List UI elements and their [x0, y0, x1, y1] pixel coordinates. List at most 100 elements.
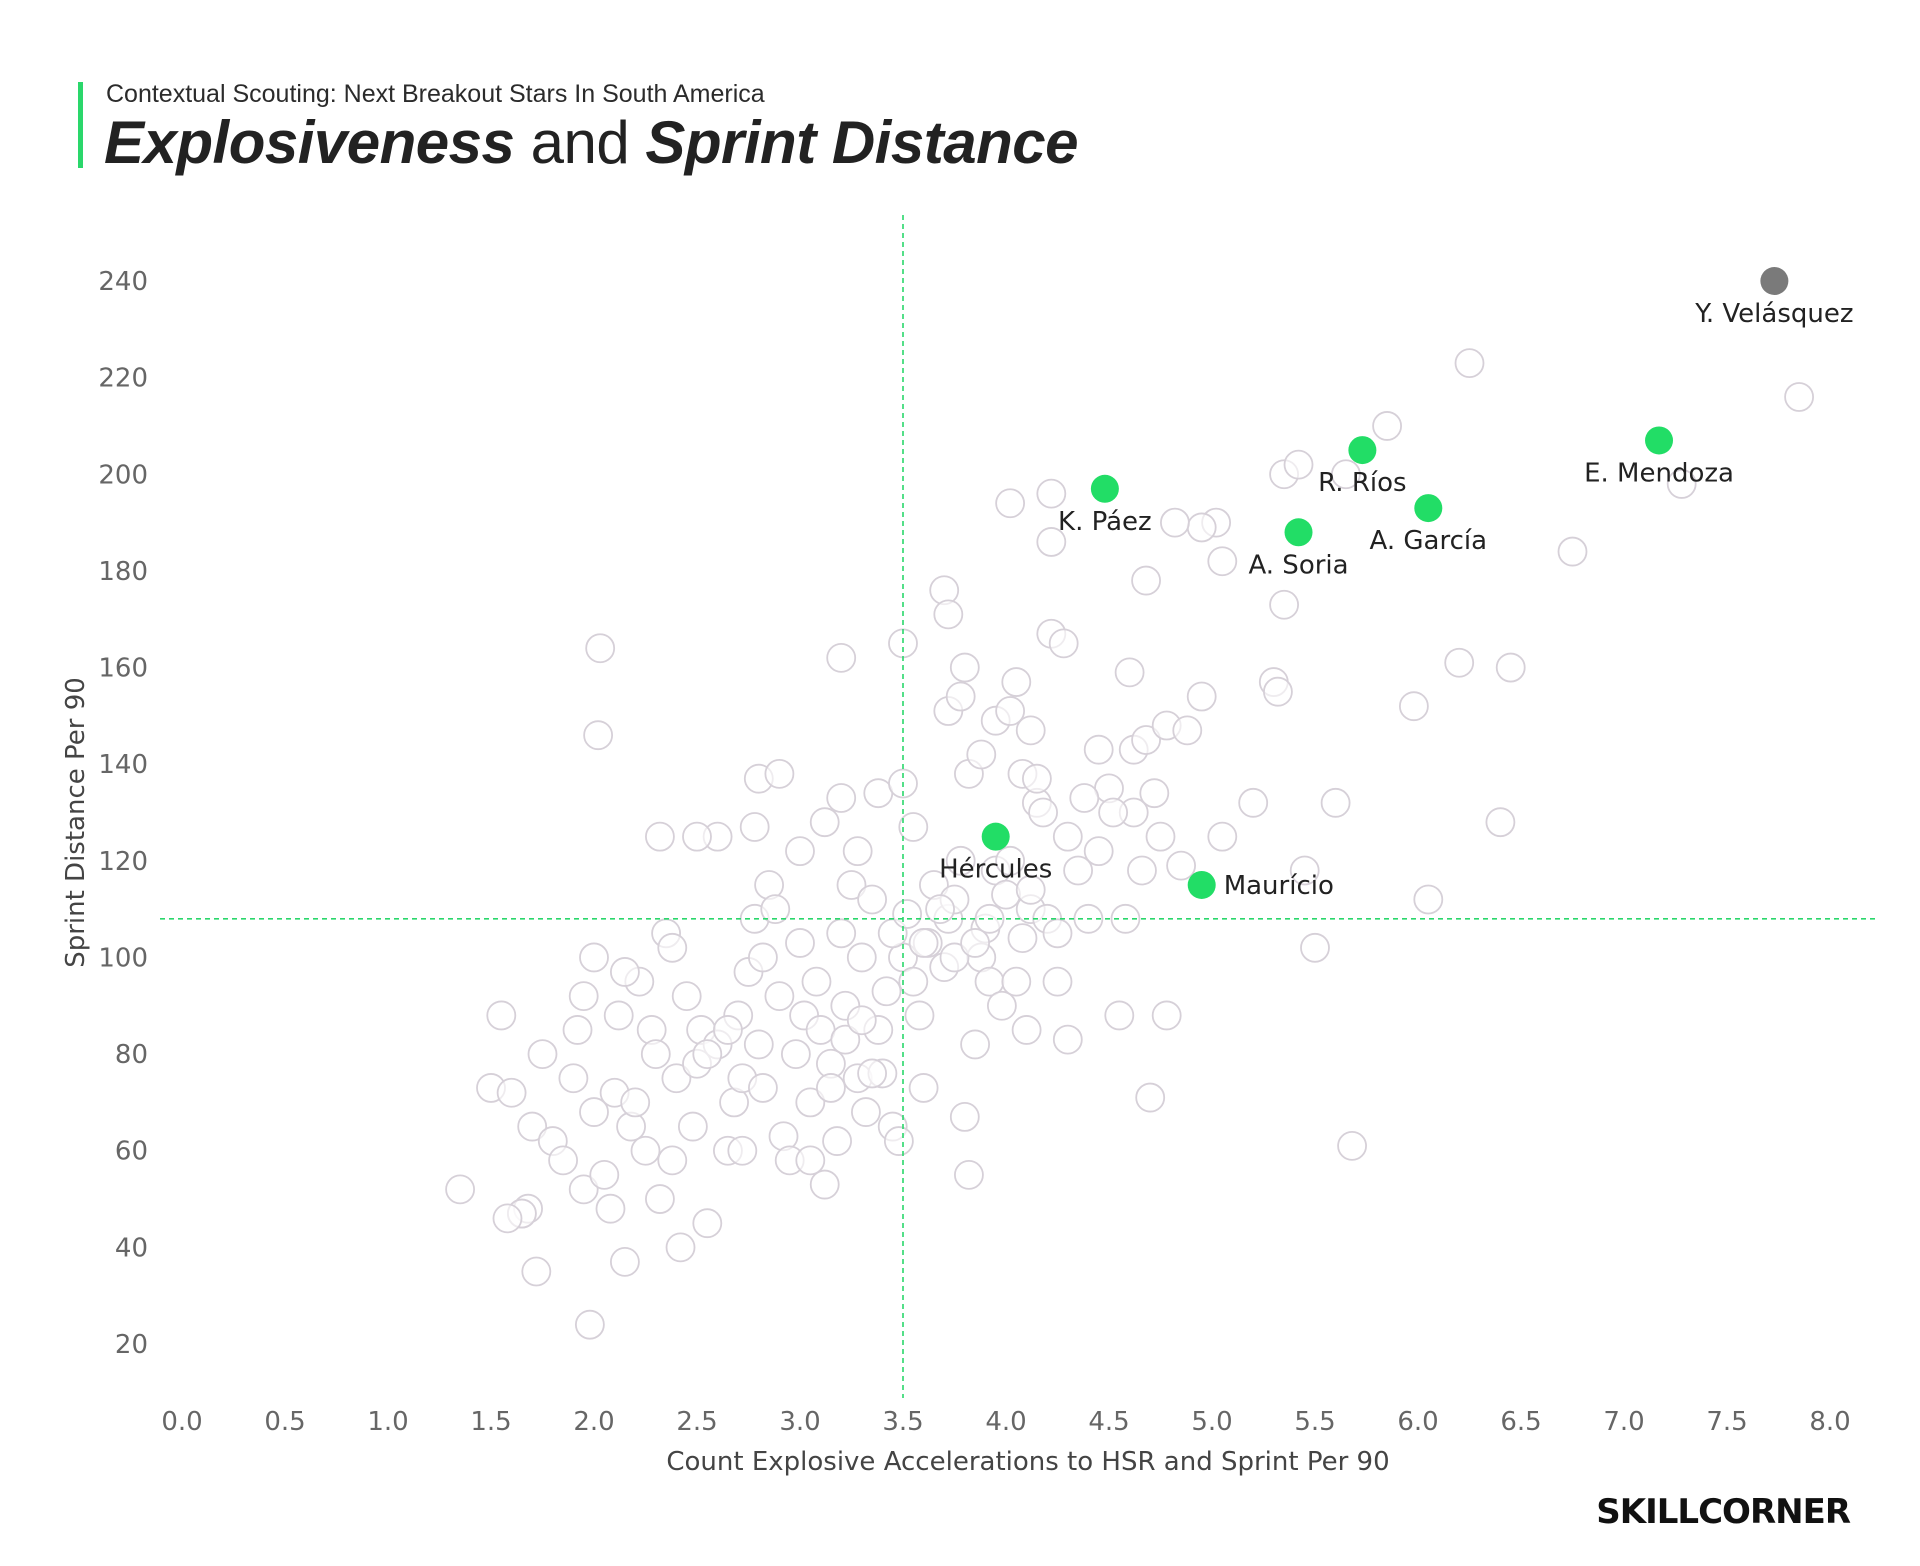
- data-point: [692, 1208, 723, 1239]
- data-point: [1172, 715, 1203, 746]
- highlight-point: [1414, 494, 1443, 523]
- data-point: [665, 1232, 696, 1263]
- data-point: [1069, 783, 1100, 813]
- x-tick-label: 2.5: [676, 1407, 717, 1437]
- data-point: [603, 1000, 634, 1031]
- y-tick-label: 220: [98, 364, 148, 394]
- data-point: [1283, 449, 1314, 480]
- data-point: [548, 1145, 578, 1176]
- data-point: [809, 1169, 840, 1200]
- data-point: [610, 957, 640, 987]
- x-tick-label: 0.0: [161, 1407, 202, 1437]
- highlight-point: [1090, 474, 1119, 503]
- data-point: [589, 1159, 620, 1190]
- data-point: [836, 870, 867, 900]
- data-point: [904, 1000, 935, 1031]
- data-point: [760, 894, 791, 925]
- data-point: [616, 1111, 646, 1142]
- x-tick-label: 6.0: [1397, 1407, 1438, 1437]
- data-point: [826, 642, 857, 673]
- data-point: [785, 836, 815, 867]
- data-point: [966, 739, 997, 770]
- player-label: A. Soria: [1248, 550, 1348, 580]
- data-point: [898, 812, 929, 842]
- y-axis-label: Sprint Distance Per 90: [61, 677, 91, 968]
- title-part-sprint-distance: Sprint Distance: [645, 109, 1078, 176]
- data-point: [1052, 821, 1083, 852]
- data-point: [579, 942, 609, 973]
- y-tick-label: 160: [98, 654, 148, 684]
- data-point: [846, 1005, 877, 1036]
- data-point: [1454, 348, 1485, 379]
- data-point: [764, 758, 795, 789]
- data-point: [645, 1184, 675, 1214]
- data-point: [1186, 512, 1217, 543]
- x-tick-label: 7.0: [1603, 1407, 1644, 1437]
- data-point: [1104, 1000, 1135, 1031]
- x-axis-label: Count Explosive Accelerations to HSR and…: [666, 1447, 1389, 1477]
- player-label: R. Ríos: [1318, 468, 1406, 498]
- data-point: [1398, 691, 1429, 722]
- y-tick-label: 200: [98, 460, 148, 490]
- x-tick-label: 7.5: [1706, 1407, 1747, 1437]
- data-point: [1007, 923, 1038, 954]
- x-tick-label: 6.5: [1500, 1407, 1541, 1437]
- data-point: [1042, 966, 1073, 997]
- chart-subtitle: Contextual Scouting: Next Breakout Stars…: [106, 80, 765, 108]
- data-point: [579, 1097, 609, 1127]
- data-point: [954, 1159, 984, 1190]
- data-point: [1557, 536, 1588, 567]
- data-point: [1784, 382, 1814, 412]
- data-point: [486, 1000, 517, 1031]
- data-point: [1015, 874, 1046, 905]
- data-point: [801, 966, 832, 997]
- data-point: [1098, 797, 1129, 828]
- highlight-point: [1348, 436, 1377, 465]
- y-tick-label: 100: [98, 943, 148, 973]
- y-tick-label: 80: [115, 1040, 148, 1070]
- player-label: K. Páez: [1058, 507, 1152, 537]
- data-point: [610, 1246, 640, 1277]
- data-point: [574, 1309, 605, 1340]
- data-point: [822, 1126, 852, 1156]
- x-tick-label: 0.5: [264, 1407, 305, 1437]
- data-point: [568, 1174, 599, 1205]
- data-point: [995, 488, 1026, 519]
- highlight-point: [1187, 870, 1216, 899]
- data-point: [795, 1145, 826, 1176]
- player-label: Hércules: [939, 855, 1052, 885]
- x-tick-label: 4.5: [1088, 1407, 1129, 1437]
- data-point: [764, 981, 795, 1012]
- data-point: [1011, 1015, 1042, 1045]
- x-tick-label: 3.5: [882, 1407, 923, 1437]
- data-point: [929, 575, 960, 606]
- data-point: [1083, 836, 1114, 867]
- data-point: [908, 1073, 939, 1103]
- data-point: [1485, 807, 1516, 838]
- data-point: [871, 976, 902, 1007]
- data-point: [527, 1039, 558, 1069]
- data-point: [785, 928, 815, 958]
- data-point: [1444, 647, 1475, 678]
- data-point: [857, 1058, 887, 1089]
- data-point: [1127, 855, 1157, 886]
- data-point: [682, 821, 712, 852]
- data-point: [1001, 966, 1032, 997]
- data-point: [517, 1111, 548, 1142]
- data-point: [568, 981, 599, 1012]
- data-point: [677, 1111, 708, 1142]
- y-tick-label: 20: [115, 1330, 148, 1360]
- data-point: [445, 1174, 476, 1205]
- data-point: [1495, 652, 1526, 683]
- data-point: [898, 966, 929, 997]
- x-tick-label: 1.0: [367, 1407, 408, 1437]
- x-tick-label: 4.0: [985, 1407, 1026, 1437]
- data-point: [1052, 1024, 1083, 1055]
- data-point: [949, 652, 980, 683]
- data-point: [830, 1024, 861, 1055]
- data-point: [692, 1039, 723, 1069]
- y-tick-label: 140: [98, 750, 148, 780]
- data-point: [939, 942, 970, 973]
- data-point: [1036, 478, 1067, 509]
- data-point: [1666, 469, 1697, 499]
